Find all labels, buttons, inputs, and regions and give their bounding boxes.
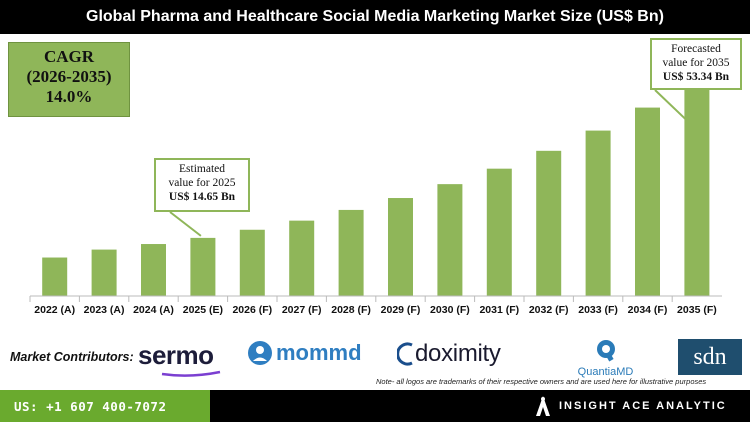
estimated-line2: value for 2025: [168, 177, 236, 189]
x-tick-label: 2023 (A): [84, 304, 125, 316]
x-tick-label: 2022 (A): [34, 304, 75, 316]
x-tick-label: 2030 (F): [430, 304, 470, 316]
bar-2028: [338, 209, 364, 296]
bar-2025: [190, 237, 216, 296]
forecast-line1: Forecasted: [671, 43, 721, 55]
bar-2035: [684, 84, 710, 296]
bar-2023: [91, 249, 117, 296]
x-tick-label: 2032 (F): [529, 304, 569, 316]
cagr-value: 14.0%: [45, 87, 93, 106]
sdn-logo: sdn: [678, 339, 742, 375]
x-tick-label: 2028 (F): [331, 304, 371, 316]
x-tick-label: 2033 (F): [578, 304, 618, 316]
forecast-callout: Forecasted value for 2035 US$ 53.34 Bn: [650, 38, 742, 90]
phone-number: US: +1 607 400-7072: [0, 390, 210, 422]
chart-title: Global Pharma and Healthcare Social Medi…: [0, 0, 750, 34]
estimated-callout: Estimated value for 2025 US$ 14.65 Bn: [154, 158, 250, 212]
trademark-note: Note- all logos are trademarks of their …: [376, 377, 707, 386]
brand-logo-icon: [536, 396, 550, 416]
bar-2034: [635, 107, 660, 296]
x-tick-label: 2027 (F): [282, 304, 322, 316]
brand-name: INSIGHT ACE ANALYTIC: [559, 400, 727, 412]
forecast-value: US$ 53.34 Bn: [662, 71, 730, 83]
cagr-label: CAGR: [43, 47, 95, 66]
cagr-box: CAGR (2026-2035) 14.0%: [8, 42, 130, 117]
bar-2030: [437, 184, 463, 296]
contributors-label: Market Contributors:: [10, 350, 134, 364]
sermo-logo: sermo: [138, 340, 221, 377]
x-tick-label: 2026 (F): [232, 304, 272, 316]
x-tick-label: 2031 (F): [479, 304, 519, 316]
x-tick-label: 2034 (F): [628, 304, 668, 316]
x-tick-label: 2024 (A): [133, 304, 174, 316]
bar-2031: [486, 168, 512, 296]
bar-2026: [239, 229, 265, 296]
quantiamd-icon: [596, 340, 615, 362]
bar-chart: 2022 (A) 2023 (A) 2024 (A) 2025 (E) 2026 (F)…: [29, 84, 722, 316]
doximity-icon: [397, 342, 413, 366]
bar-2027: [289, 220, 315, 296]
doximity-logo: doximity: [397, 340, 501, 368]
estimated-value: US$ 14.65 Bn: [168, 191, 236, 203]
x-tick-label: 2025 (E): [183, 304, 223, 316]
x-tick-label: 2035 (F): [677, 304, 717, 316]
bar-2024: [141, 244, 166, 296]
mommd-icon: [248, 341, 272, 365]
cagr-period: (2026-2035): [26, 67, 112, 86]
bar-2022: [42, 257, 68, 296]
quantiamd-logo: QuantiaMD: [568, 339, 643, 378]
mommd-logo: mommd: [247, 340, 362, 366]
bar-2032: [536, 150, 562, 296]
x-tick-label: 2029 (F): [381, 304, 421, 316]
forecast-leader-line: [654, 89, 688, 122]
bar-2029: [388, 198, 413, 296]
forecast-line2: value for 2035: [662, 57, 730, 69]
estimated-line1: Estimated: [179, 163, 225, 175]
brand: INSIGHT ACE ANALYTIC: [535, 390, 727, 422]
contributors-strip: [0, 336, 750, 390]
estimated-leader-line: [169, 211, 202, 237]
bar-2033: [585, 130, 611, 296]
